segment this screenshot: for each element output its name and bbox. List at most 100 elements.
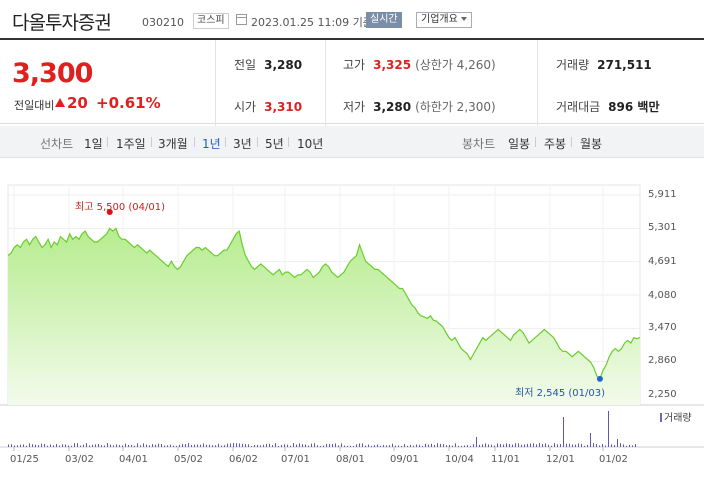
volume-bar <box>197 444 198 447</box>
period-10y[interactable]: 10년 <box>297 137 324 151</box>
volume-bar <box>419 444 420 447</box>
volume-bar <box>173 445 174 447</box>
period-1w[interactable]: 1주일 <box>116 137 146 151</box>
volume-bar <box>563 417 564 447</box>
volume-bar <box>389 445 390 447</box>
volume-bar <box>239 443 240 447</box>
period-3m[interactable]: 3개월 <box>158 137 188 151</box>
volume-bar <box>113 445 114 447</box>
volume-bar <box>287 444 288 447</box>
stat-extra: (하한가 2,300) <box>415 100 496 114</box>
volume-bar <box>527 443 528 447</box>
volume-bar <box>356 444 357 447</box>
stat-value: 3,280 <box>373 100 412 114</box>
volume-bar <box>155 444 156 447</box>
volume-bar <box>578 443 579 447</box>
candle-daily[interactable]: 일봉 <box>508 137 531 151</box>
volume-bar <box>134 445 135 447</box>
volume-bar <box>140 445 141 447</box>
volume-bar <box>536 444 537 447</box>
volume-bar <box>407 445 408 447</box>
volume-bar <box>188 443 189 447</box>
volume-bar <box>470 445 471 447</box>
volume-bar <box>473 444 474 447</box>
volume-bar <box>65 444 66 447</box>
candle-monthly[interactable]: 월봉 <box>580 137 603 151</box>
volume-bar <box>299 443 300 447</box>
realtime-badge[interactable]: 실시간 <box>366 12 402 28</box>
y-tick-label: 2,860 <box>648 355 677 366</box>
volume-bar <box>350 445 351 447</box>
volume-bar <box>491 444 492 447</box>
volume-bar <box>14 445 15 447</box>
volume-bar <box>344 445 345 447</box>
volume-bar <box>479 444 480 447</box>
volume-bar <box>572 444 573 447</box>
period-3y[interactable]: 3년 <box>233 137 252 151</box>
volume-bar <box>191 445 192 447</box>
volume-bar <box>116 444 117 447</box>
volume-bar <box>380 445 381 447</box>
volume-bar <box>62 444 63 447</box>
volume-bar <box>338 445 339 447</box>
volume-bar <box>272 445 273 447</box>
y-tick-label: 4,691 <box>648 256 677 267</box>
period-1d[interactable]: 1일 <box>84 137 103 151</box>
stat-low: 저가 3,280 (하한가 2,300) <box>343 98 496 115</box>
volume-bar <box>446 445 447 447</box>
x-tick-label: 03/02 <box>65 454 94 465</box>
volume-bar <box>293 443 294 447</box>
volume-bar <box>545 443 546 447</box>
volume-bar <box>554 443 555 447</box>
volume-bar <box>602 443 603 447</box>
volume-bar <box>365 445 366 447</box>
volume-bar <box>122 445 123 447</box>
volume-bar <box>176 445 177 447</box>
company-overview-dropdown[interactable]: 기업개요 <box>416 12 472 28</box>
separator <box>288 137 289 147</box>
stat-value: 3,310 <box>264 100 303 114</box>
volume-bar <box>47 445 48 447</box>
volume-bar <box>371 445 372 447</box>
volume-bar <box>584 445 585 447</box>
volume-bar <box>605 445 606 447</box>
price-chart[interactable]: 최고 5,500 (04/01) 최저 2,545 (01/03) 거래량 5,… <box>0 160 704 486</box>
volume-bar <box>467 445 468 447</box>
volume-bar <box>416 444 417 447</box>
volume-bar <box>104 445 105 447</box>
volume-bar <box>185 444 186 447</box>
volume-bar <box>275 443 276 447</box>
volume-bar <box>158 443 159 447</box>
volume-bar <box>50 444 51 447</box>
volume-bar <box>320 445 321 447</box>
volume-bar <box>209 444 210 447</box>
volume-bar <box>323 445 324 447</box>
volume-bar <box>593 443 594 447</box>
stock-code: 030210 <box>142 16 184 29</box>
separator <box>571 137 572 147</box>
period-1y[interactable]: 1년 <box>202 137 221 151</box>
volume-bar <box>221 445 222 447</box>
change-label: 전일대비 <box>14 99 55 112</box>
current-price: 3,300 <box>12 58 93 89</box>
volume-bar <box>440 443 441 447</box>
volume-bar <box>542 444 543 447</box>
volume-bar <box>410 444 411 447</box>
volume-bar <box>482 444 483 447</box>
candle-weekly[interactable]: 주봉 <box>544 137 567 151</box>
high-annotation: 최고 5,500 (04/01) <box>75 202 166 213</box>
volume-bar <box>476 437 477 447</box>
volume-bar <box>17 445 18 447</box>
market-badge: 코스피 <box>193 13 229 29</box>
volume-bar <box>617 439 618 447</box>
volume-bar <box>395 445 396 447</box>
volume-bar <box>521 444 522 447</box>
volume-bar <box>335 443 336 447</box>
price-summary: 3,300 전일대비 20 +0.61% 전일 3,280 시가 3,310 고가 3… <box>0 38 704 126</box>
volume-bar <box>533 443 534 447</box>
low-annotation: 최저 2,545 (01/03) <box>515 388 606 399</box>
volume-bar <box>377 444 378 447</box>
period-5y[interactable]: 5년 <box>265 137 284 151</box>
volume-bar <box>56 443 57 447</box>
volume-bar <box>581 443 582 447</box>
